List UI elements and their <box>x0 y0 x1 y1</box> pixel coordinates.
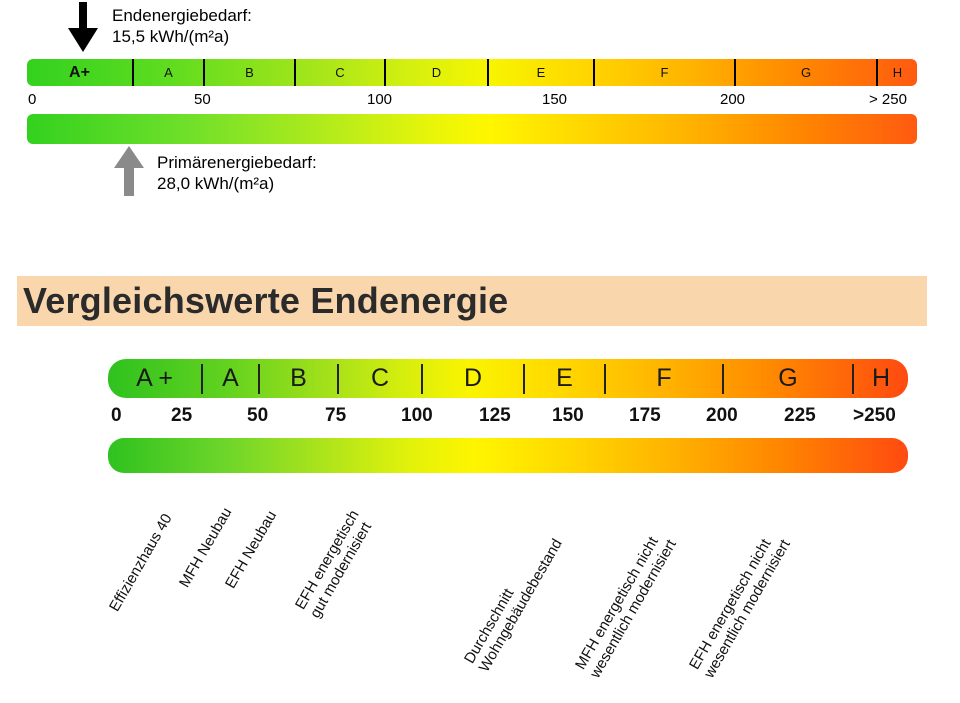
end-energy-value: 15,5 kWh/(m²a) <box>112 27 230 46</box>
top-energy-class-bar: A+ A B C D E F G H <box>27 59 917 86</box>
top-tick-label: 100 <box>367 91 393 108</box>
top-tick-label: 0 <box>28 91 37 108</box>
cmp-class-b: B <box>290 364 307 392</box>
primary-energy-arrow-icon <box>114 146 144 196</box>
top-class-e: E <box>536 65 546 80</box>
reference-label-efh-nicht-modernisiert: EFH energetisch nicht wesentlich moderni… <box>686 528 794 681</box>
top-class-d: D <box>431 65 442 80</box>
top-class-c: C <box>335 65 345 80</box>
cmp-class-divider <box>604 364 606 394</box>
cmp-tick-label: 200 <box>706 405 738 426</box>
reference-line: Effizienzhaus 40 <box>106 510 176 615</box>
cmp-class-f: F <box>656 364 672 392</box>
end-energy-label: Endenergiebedarf: 15,5 kWh/(m²a) <box>112 5 252 47</box>
top-class-divider <box>734 59 736 86</box>
primary-energy-label: Primärenergiebedarf: 28,0 kWh/(m²a) <box>157 152 317 194</box>
cmp-class-g: G <box>778 364 798 392</box>
top-class-a: A <box>164 65 173 80</box>
cmp-class-a-plus: A + <box>136 364 173 392</box>
cmp-class-divider <box>258 364 260 394</box>
top-class-divider <box>593 59 595 86</box>
top-tick-label: > 250 <box>869 91 907 108</box>
cmp-tick-label: 25 <box>171 405 193 426</box>
primary-energy-value: 28,0 kWh/(m²a) <box>157 174 275 193</box>
comparison-class-bar: A + A B C D E F G H <box>108 359 908 398</box>
cmp-class-divider <box>523 364 525 394</box>
cmp-class-divider <box>337 364 339 394</box>
top-tick-label: 200 <box>720 91 746 108</box>
cmp-class-divider <box>852 364 854 394</box>
cmp-tick-label: >250 <box>853 405 896 426</box>
cmp-class-e: E <box>556 364 573 392</box>
cmp-class-d: D <box>463 364 483 392</box>
top-tick-label: 50 <box>194 91 211 108</box>
comparison-gradient-bar <box>108 438 908 473</box>
cmp-tick-label: 100 <box>401 405 433 426</box>
cmp-class-divider <box>722 364 724 394</box>
cmp-tick-label: 150 <box>552 405 584 426</box>
top-class-divider <box>132 59 134 86</box>
top-class-b: B <box>245 65 254 80</box>
cmp-class-c: C <box>370 364 390 392</box>
cmp-tick-label: 75 <box>325 405 347 426</box>
end-energy-title: Endenergiebedarf: <box>112 6 252 25</box>
comparison-header: Vergleichswerte Endenergie <box>17 276 927 326</box>
top-class-divider <box>384 59 386 86</box>
top-class-h: H <box>892 65 903 80</box>
top-energy-gradient-bar <box>27 114 917 144</box>
cmp-class-a: A <box>222 364 239 392</box>
top-class-divider <box>487 59 489 86</box>
cmp-tick-label: 0 <box>111 405 122 426</box>
top-class-a-plus: A+ <box>69 63 90 81</box>
end-energy-arrow-icon <box>68 2 98 52</box>
cmp-class-h: H <box>871 364 891 392</box>
primary-energy-title: Primärenergiebedarf: <box>157 153 317 172</box>
reference-label-mfh-nicht-modernisiert: MFH energetisch nicht wesentlich moderni… <box>572 528 680 681</box>
cmp-class-divider <box>201 364 203 394</box>
top-class-divider <box>876 59 878 86</box>
reference-label-durchschnitt-bestand: Durchschnitt Wohngebäudebestand <box>461 527 566 675</box>
top-tick-label: 150 <box>542 91 568 108</box>
top-class-divider <box>294 59 296 86</box>
cmp-tick-label: 125 <box>479 405 511 426</box>
top-class-g: G <box>800 65 812 80</box>
top-class-divider <box>203 59 205 86</box>
cmp-tick-label: 50 <box>247 405 269 426</box>
reference-label-efh-gut-modernisiert: EFH energetisch gut modernisiert <box>292 507 377 621</box>
comparison-title: Vergleichswerte Endenergie <box>23 280 509 321</box>
cmp-class-divider <box>421 364 423 394</box>
top-class-f: F <box>660 65 669 80</box>
cmp-tick-label: 225 <box>784 405 816 426</box>
reference-label-effizienzhaus-40: Effizienzhaus 40 <box>106 511 176 615</box>
cmp-tick-label: 175 <box>629 405 661 426</box>
